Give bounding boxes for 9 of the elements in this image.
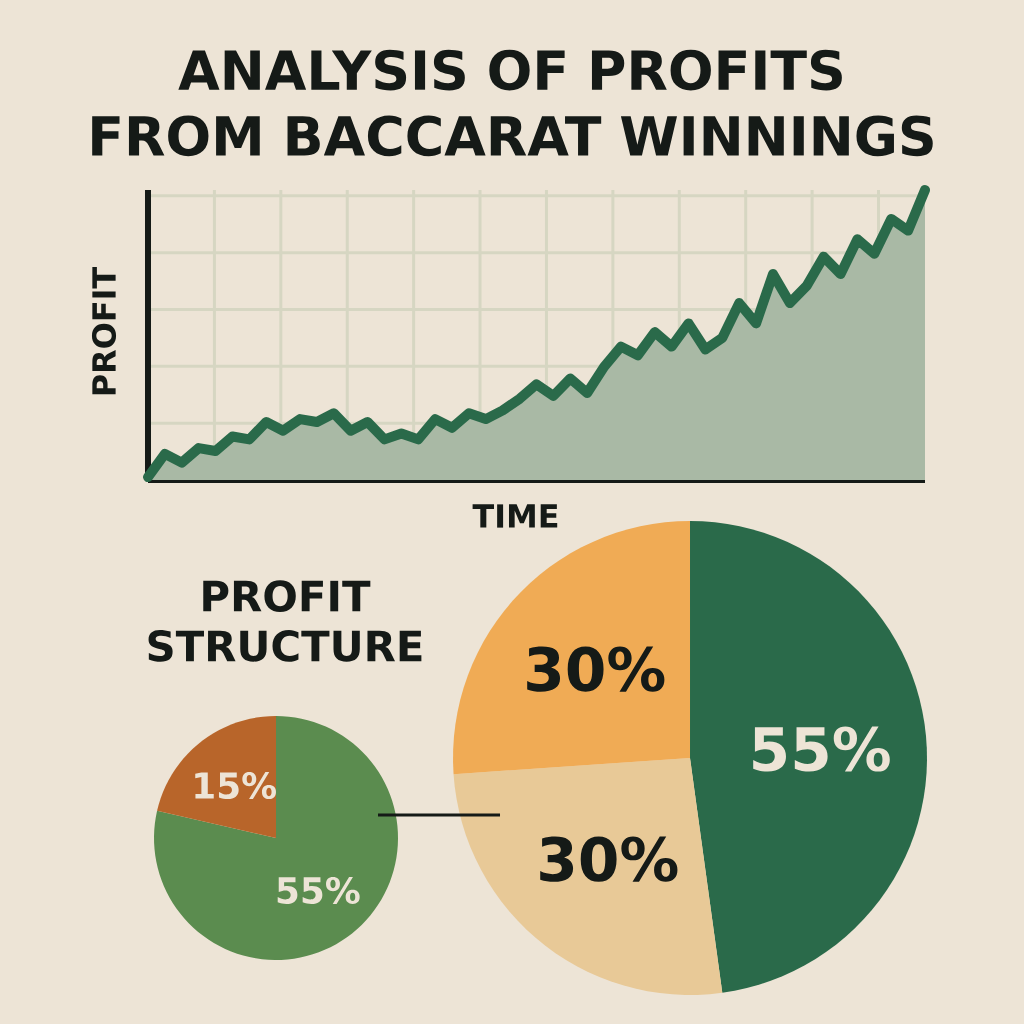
x-axis-title: TIME — [472, 504, 558, 528]
data-label: 55% — [753, 726, 890, 772]
chart-title: ANALYSIS OF PROFITS FROM BACCARAT WINNINGS — [92, 49, 933, 157]
data-label: 30% — [527, 646, 665, 692]
data-label: 30% — [540, 836, 678, 882]
data-label: 15% — [195, 771, 276, 800]
chart-title: PROFIT STRUCTURE — [148, 580, 422, 662]
data-label: 55% — [277, 876, 360, 905]
y-axis-title: PROFIT — [91, 266, 117, 395]
